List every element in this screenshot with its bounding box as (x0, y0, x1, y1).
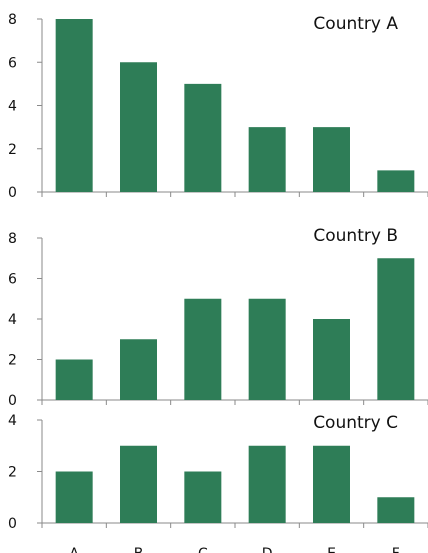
bar-f (377, 170, 415, 192)
bar-c (184, 471, 222, 523)
bar-b (120, 339, 157, 400)
y-tick-label: 0 (8, 185, 17, 201)
y-tick-label: 2 (8, 465, 17, 481)
x-tick-label: D (262, 546, 273, 553)
y-tick-label: 0 (8, 393, 17, 409)
bar-a (55, 471, 93, 523)
bar-a (55, 359, 93, 400)
panel-title: Country B (313, 226, 398, 246)
bar-f (377, 497, 415, 523)
y-tick-label: 4 (8, 99, 17, 115)
y-tick-label: 8 (8, 12, 17, 28)
x-tick-label: F (392, 546, 400, 553)
y-tick-label: 2 (8, 353, 17, 369)
x-tick-label: A (69, 546, 79, 553)
bar-d (248, 127, 286, 192)
y-tick-label: 2 (8, 142, 17, 158)
bar-e (313, 319, 350, 400)
bar-b (120, 445, 157, 523)
y-tick-label: 4 (8, 312, 17, 328)
bar-a (55, 19, 93, 192)
bar-c (184, 83, 222, 192)
y-tick-label: 4 (8, 413, 17, 429)
y-tick-label: 6 (8, 272, 17, 288)
y-tick-label: 0 (8, 516, 17, 532)
bar-d (248, 445, 286, 523)
bar-e (313, 445, 350, 523)
y-tick-label: 6 (8, 55, 17, 71)
y-tick-label: 8 (8, 231, 17, 247)
bar-b (120, 62, 157, 192)
bar-e (313, 127, 350, 192)
x-tick-label: C (198, 546, 208, 553)
panel-2: 0 2 4 6 8 Country B (8, 226, 428, 409)
bar-f (377, 258, 415, 400)
bar-c (184, 298, 222, 400)
bar-d (248, 298, 286, 400)
panel-title: Country A (313, 14, 398, 34)
x-tick-label: E (327, 546, 336, 553)
panel-1: 0 2 4 6 8 Country A (8, 12, 428, 201)
panel-3: 0 2 4 Country C (8, 413, 428, 532)
x-tick-label: B (134, 546, 144, 553)
panel-title: Country C (313, 413, 398, 433)
